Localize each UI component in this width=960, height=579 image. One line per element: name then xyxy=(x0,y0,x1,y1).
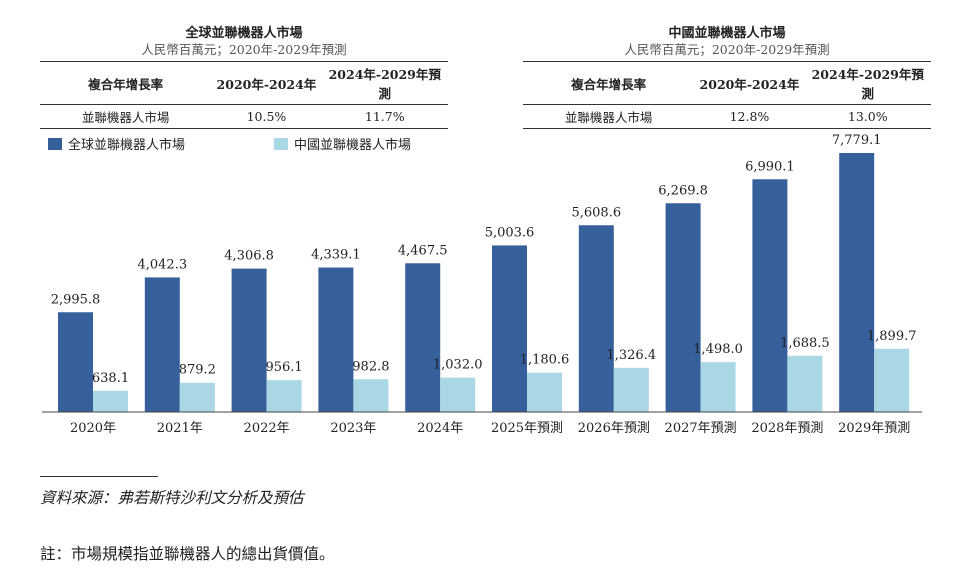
cagr-header-label: 複合年增長率 xyxy=(40,61,212,105)
x-tick-label-3: 2023年 xyxy=(330,421,376,436)
data-label-global-9: 7,779.1 xyxy=(832,133,882,148)
legend-item-china: 中國並聯機器人市場 xyxy=(274,134,411,153)
data-label-global-4: 4,467.5 xyxy=(398,243,448,258)
bar-china-5 xyxy=(527,372,562,412)
bar-china-0 xyxy=(93,390,128,412)
bar-china-6 xyxy=(613,367,649,412)
x-tick-label-0: 2020年 xyxy=(70,421,116,436)
data-label-china-3: 982.8 xyxy=(352,359,389,374)
data-label-china-4: 1,032.0 xyxy=(433,358,483,373)
data-label-global-5: 5,003.6 xyxy=(485,225,535,240)
data-label-global-6: 5,608.6 xyxy=(571,205,621,220)
x-tick-label-9: 2029年預測 xyxy=(838,421,910,436)
cagr-value-period-2: 11.7% xyxy=(321,104,448,129)
global-panel-title: 全球並聯機器人市場 xyxy=(185,26,303,41)
bar-china-1 xyxy=(179,382,215,412)
x-tick-label-8: 2028年預測 xyxy=(751,421,823,436)
data-label-china-5: 1,180.6 xyxy=(520,353,570,368)
data-label-china-6: 1,326.4 xyxy=(606,348,656,363)
cagr-header-period-1: 2020年-2024年 xyxy=(211,61,322,105)
data-label-china-2: 956.1 xyxy=(265,360,302,375)
bar-global-8 xyxy=(752,179,788,412)
data-label-global-1: 4,042.3 xyxy=(137,257,187,272)
legend-item-global: 全球並聯機器人市場 xyxy=(48,134,185,153)
data-label-china-9: 1,899.7 xyxy=(867,329,917,344)
bar-china-4 xyxy=(440,377,476,412)
cagr-row-label: 並聯機器人市場 xyxy=(40,104,212,129)
bar-china-3 xyxy=(353,379,389,412)
global-panel-subtitle: 人民幣百萬元；2020年-2029年預測 xyxy=(141,42,347,57)
global-cagr-table: 複合年增長率 2020年-2024年 2024年-2029年預測 並聯機器人市場… xyxy=(40,61,448,129)
bar-global-5 xyxy=(492,245,527,412)
data-label-global-8: 6,990.1 xyxy=(745,159,795,174)
bar-global-2 xyxy=(231,268,267,412)
cagr-value-period-1: 12.8% xyxy=(694,104,805,129)
bar-china-9 xyxy=(874,348,910,412)
china-cagr-table: 複合年增長率 2020年-2024年 2024年-2029年預測 並聯機器人市場… xyxy=(523,61,931,129)
x-tick-label-4: 2024年 xyxy=(417,421,463,436)
bar-global-0 xyxy=(58,312,93,412)
x-tick-label-2: 2022年 xyxy=(244,421,290,436)
data-label-china-7: 1,498.0 xyxy=(693,342,743,357)
cagr-value-period-1: 10.5% xyxy=(211,104,322,129)
data-label-china-1: 879.2 xyxy=(179,363,216,378)
data-label-global-7: 6,269.8 xyxy=(658,183,708,198)
global-cagr-panel: 全球並聯機器人市場 人民幣百萬元；2020年-2029年預測 複合年增長率 20… xyxy=(40,26,448,129)
legend-label-china: 中國並聯機器人市場 xyxy=(294,138,412,153)
bar-global-1 xyxy=(144,277,180,412)
cagr-header-period-1: 2020年-2024年 xyxy=(694,61,805,105)
x-tick-label-5: 2025年預測 xyxy=(491,421,563,436)
cagr-row-label: 並聯機器人市場 xyxy=(523,104,695,129)
bar-china-7 xyxy=(700,362,736,412)
data-label-china-0: 638.1 xyxy=(92,371,129,386)
cagr-value-period-2: 13.0% xyxy=(804,104,931,129)
data-label-global-2: 4,306.8 xyxy=(224,249,274,264)
bar-global-4 xyxy=(405,263,441,412)
data-label-global-3: 4,339.1 xyxy=(311,248,361,263)
cagr-header-label: 複合年增長率 xyxy=(523,61,695,105)
legend-swatch-china xyxy=(274,137,288,150)
china-panel-title: 中國並聯機器人市場 xyxy=(668,26,786,41)
definition-note: 註：市場規模指並聯機器人的總出貨價值。 xyxy=(40,545,335,563)
footnote-divider xyxy=(40,476,158,477)
cagr-header-period-2: 2024年-2029年預測 xyxy=(804,61,931,105)
bar-global-3 xyxy=(318,267,354,412)
legend-swatch-global xyxy=(48,137,62,150)
bar-global-9 xyxy=(839,153,875,412)
x-tick-label-1: 2021年 xyxy=(157,421,203,436)
cagr-header-period-2: 2024年-2029年預測 xyxy=(321,61,448,105)
legend-label-global: 全球並聯機器人市場 xyxy=(68,138,186,153)
bar-chart: 2,995.8 638.1 2020年 4,042.3 879.2 2021年 4,306.… xyxy=(42,133,922,436)
x-tick-label-6: 2026年預測 xyxy=(578,421,650,436)
bar-china-2 xyxy=(266,380,302,412)
bar-china-8 xyxy=(787,355,823,412)
bar-global-6 xyxy=(578,225,614,412)
data-label-china-8: 1,688.5 xyxy=(780,336,830,351)
x-tick-label-7: 2027年預測 xyxy=(665,421,737,436)
china-panel-subtitle: 人民幣百萬元；2020年-2029年預測 xyxy=(624,42,830,57)
data-label-global-0: 2,995.8 xyxy=(51,292,101,307)
source-note: 資料來源：弗若斯特沙利文分析及預估 xyxy=(40,489,304,507)
china-cagr-panel: 中國並聯機器人市場 人民幣百萬元；2020年-2029年預測 複合年增長率 20… xyxy=(523,26,931,129)
bar-global-7 xyxy=(665,203,701,412)
